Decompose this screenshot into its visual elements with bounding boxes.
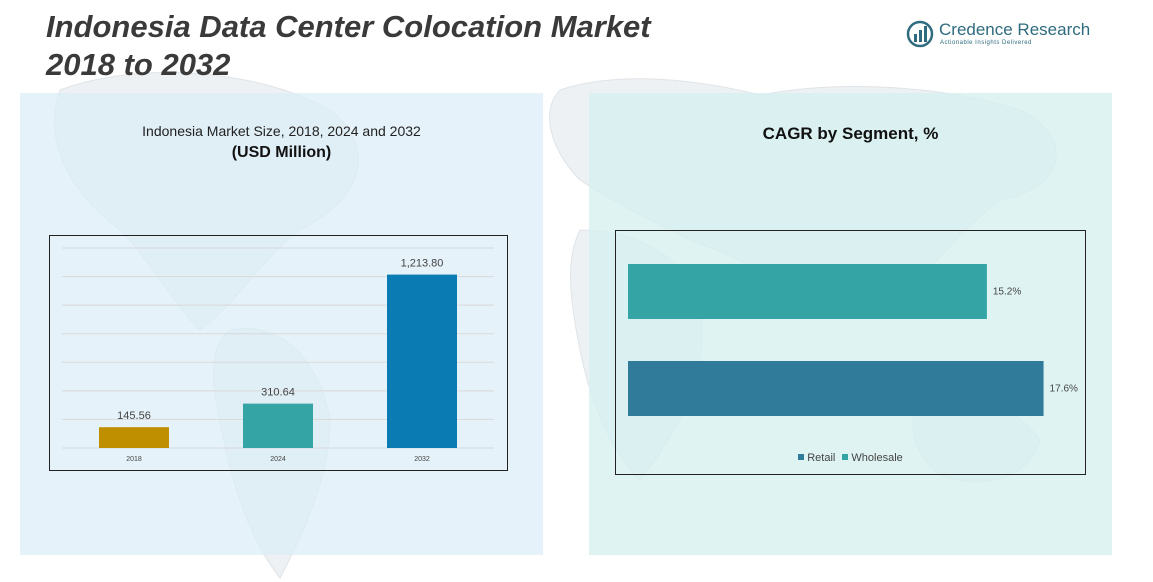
cagr-panel: CAGR by Segment, % (589, 93, 1112, 555)
title-line-2: 2018 to 2032 (46, 47, 231, 82)
data-label-retail: 17.6% (1050, 384, 1078, 395)
data-label-2032: 1,213.80 (401, 258, 444, 270)
market-size-chart: 145.56 2018 310.64 2024 1,213.80 2032 (49, 235, 508, 471)
data-label-wholesale: 15.2% (993, 287, 1021, 298)
data-label-2024: 310.64 (261, 387, 295, 399)
page-title: Indonesia Data Center Colocation Market … (46, 8, 651, 84)
legend-swatch-wholesale (842, 454, 849, 460)
x-tick-label-2032: 2032 (414, 456, 430, 463)
bar-wholesale (628, 264, 987, 319)
legend-item-retail[interactable]: Retail (798, 452, 835, 464)
bar-retail (628, 361, 1044, 416)
cagr-chart-title: CAGR by Segment, % (762, 124, 939, 143)
bar-2018 (99, 427, 169, 448)
brand-tagline: Actionable Insights Delivered (940, 40, 1032, 46)
title-line-1: Indonesia Data Center Colocation Market (46, 9, 651, 44)
market-size-chart-title: Indonesia Market Size, 2018, 2024 and 20… (142, 123, 421, 139)
legend-item-wholesale[interactable]: Wholesale (842, 452, 903, 464)
brand-name: Credence Research (939, 20, 1091, 39)
legend-label-retail: Retail (807, 452, 836, 464)
brand-logo[interactable]: Credence Research Actionable Insights De… (906, 18, 1096, 52)
market-size-bar-chart-svg: 145.56 2018 310.64 2024 1,213.80 2032 (62, 247, 494, 463)
cagr-chart: 15.2% 17.6% Retail Wholesale (615, 230, 1086, 475)
x-tick-label-2018: 2018 (126, 456, 142, 463)
legend-swatch-retail (798, 454, 805, 460)
x-tick-label-2024: 2024 (270, 456, 286, 463)
bar-2024 (243, 403, 313, 448)
logo-icon (906, 20, 934, 48)
legend-label-wholesale: Wholesale (851, 452, 903, 464)
cagr-legend: Retail Wholesale (616, 452, 1085, 464)
market-size-unit: (USD Million) (231, 144, 332, 161)
data-label-2018: 145.56 (117, 410, 151, 422)
cagr-bar-chart-svg: 15.2% 17.6% (628, 264, 1078, 416)
bar-2032 (387, 274, 457, 448)
